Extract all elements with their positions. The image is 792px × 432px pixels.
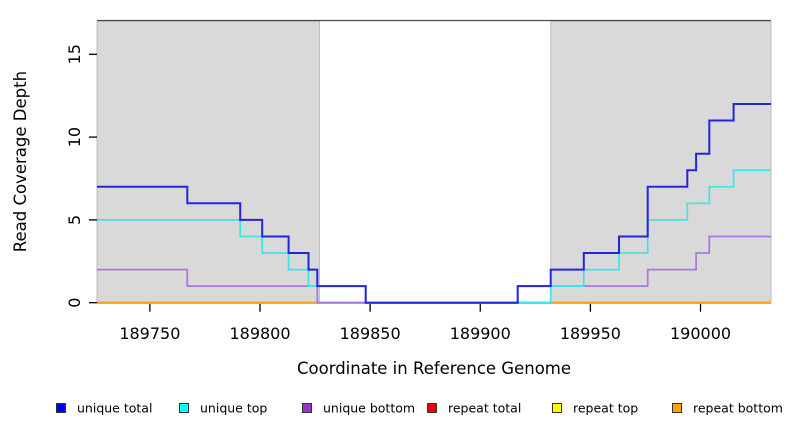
legend-label-unique-bottom: unique bottom bbox=[323, 401, 415, 416]
x-tick-label: 189950 bbox=[560, 324, 621, 343]
x-tick-label: 189750 bbox=[119, 324, 180, 343]
legend-label-repeat-bottom: repeat bottom bbox=[693, 401, 783, 416]
series-unique-top bbox=[97, 169, 771, 304]
x-axis-title: Coordinate in Reference Genome bbox=[297, 359, 571, 378]
legend-label-repeat-top: repeat top bbox=[573, 401, 638, 416]
legend-label-unique-top: unique top bbox=[200, 401, 267, 416]
y-tick-label: 10 bbox=[65, 127, 84, 147]
legend-swatch-repeat-top bbox=[552, 403, 562, 413]
repeat-region-right bbox=[550, 20, 772, 304]
legend-label-unique-total: unique total bbox=[77, 401, 152, 416]
legend-swatch-repeat-total bbox=[427, 403, 437, 413]
x-tick-label: 189800 bbox=[229, 324, 290, 343]
legend-swatch-unique-bottom bbox=[302, 403, 312, 413]
repeat-region-left bbox=[96, 20, 320, 304]
legend-swatch-unique-top bbox=[179, 403, 189, 413]
y-tick-label: 0 bbox=[65, 298, 84, 308]
legend-swatch-unique-total bbox=[56, 403, 66, 413]
x-tick-label: 190000 bbox=[670, 324, 731, 343]
series-unique-total bbox=[97, 103, 771, 304]
legend-label-repeat-total: repeat total bbox=[448, 401, 521, 416]
y-tick-label: 15 bbox=[65, 44, 84, 64]
y-axis-title: Read Coverage Depth bbox=[11, 71, 30, 252]
x-tick-label: 189900 bbox=[450, 324, 511, 343]
legend-swatch-repeat-bottom bbox=[672, 403, 682, 413]
x-tick-label: 189850 bbox=[340, 324, 401, 343]
y-tick-label: 5 bbox=[65, 215, 84, 225]
